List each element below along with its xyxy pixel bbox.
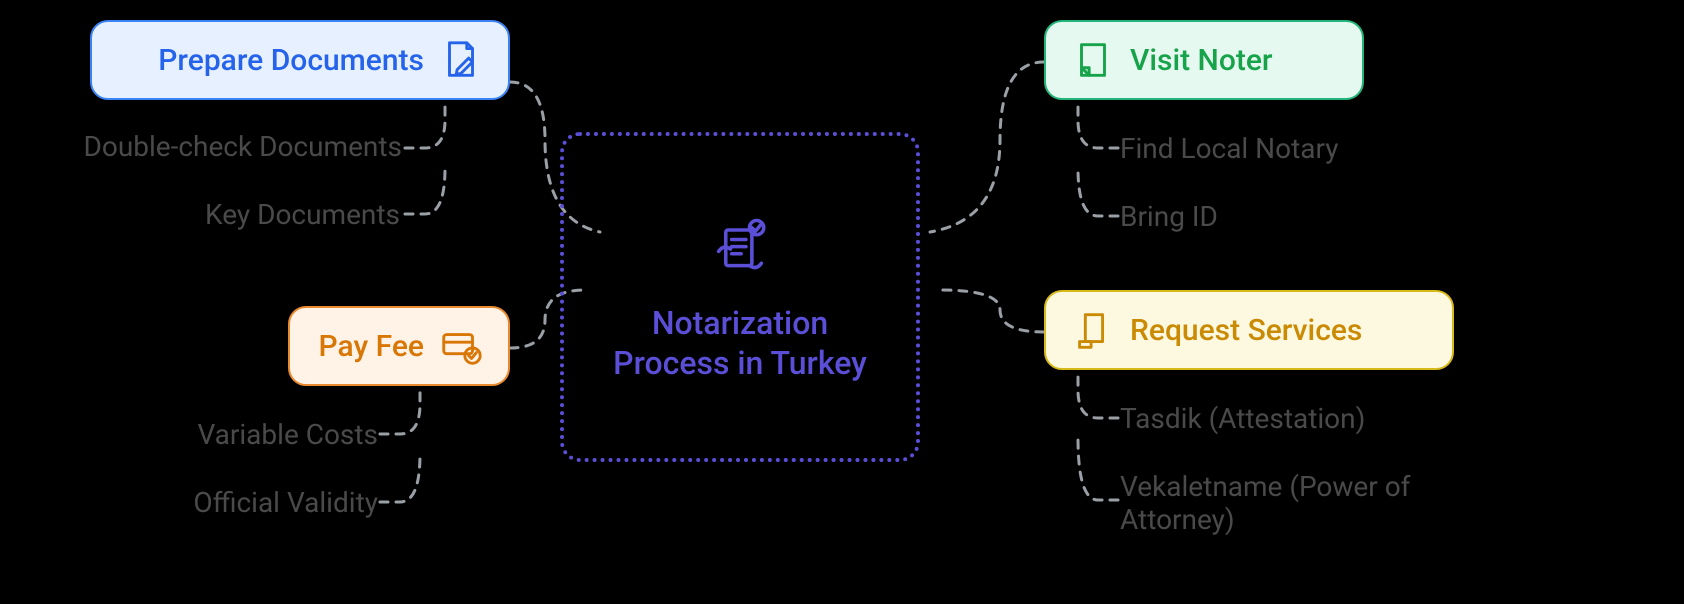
leaf: Vekaletname (Power of Attorney) xyxy=(1120,470,1520,536)
center-node: Notarization Process in Turkey xyxy=(560,132,920,462)
leaf: Tasdik (Attestation) xyxy=(1120,402,1440,435)
branch-visit: Visit Noter xyxy=(1044,20,1364,100)
leaf: Key Documents xyxy=(170,198,400,231)
card-check-icon xyxy=(438,323,484,369)
leaf: Double-check Documents xyxy=(32,130,402,163)
leaf: Variable Costs xyxy=(148,418,378,451)
branch-prepare: Prepare Documents xyxy=(90,20,510,100)
mindmap-canvas: Notarization Process in Turkey Prepare D… xyxy=(0,0,1684,604)
branch-request: Request Services xyxy=(1044,290,1454,370)
leaf: Official Validity xyxy=(148,486,378,519)
note-fold-icon xyxy=(1070,37,1116,83)
doc-stack-icon xyxy=(1070,307,1116,353)
leaf: Find Local Notary xyxy=(1120,132,1400,165)
branch-label: Visit Noter xyxy=(1130,43,1273,78)
center-title: Notarization Process in Turkey xyxy=(594,303,886,383)
edit-doc-icon xyxy=(438,37,484,83)
leaf: Bring ID xyxy=(1120,200,1320,233)
notary-hands-icon xyxy=(702,211,778,291)
branch-label: Pay Fee xyxy=(319,329,424,364)
branch-label: Request Services xyxy=(1130,313,1362,348)
branch-label: Prepare Documents xyxy=(158,43,424,78)
branch-payfee: Pay Fee xyxy=(288,306,510,386)
